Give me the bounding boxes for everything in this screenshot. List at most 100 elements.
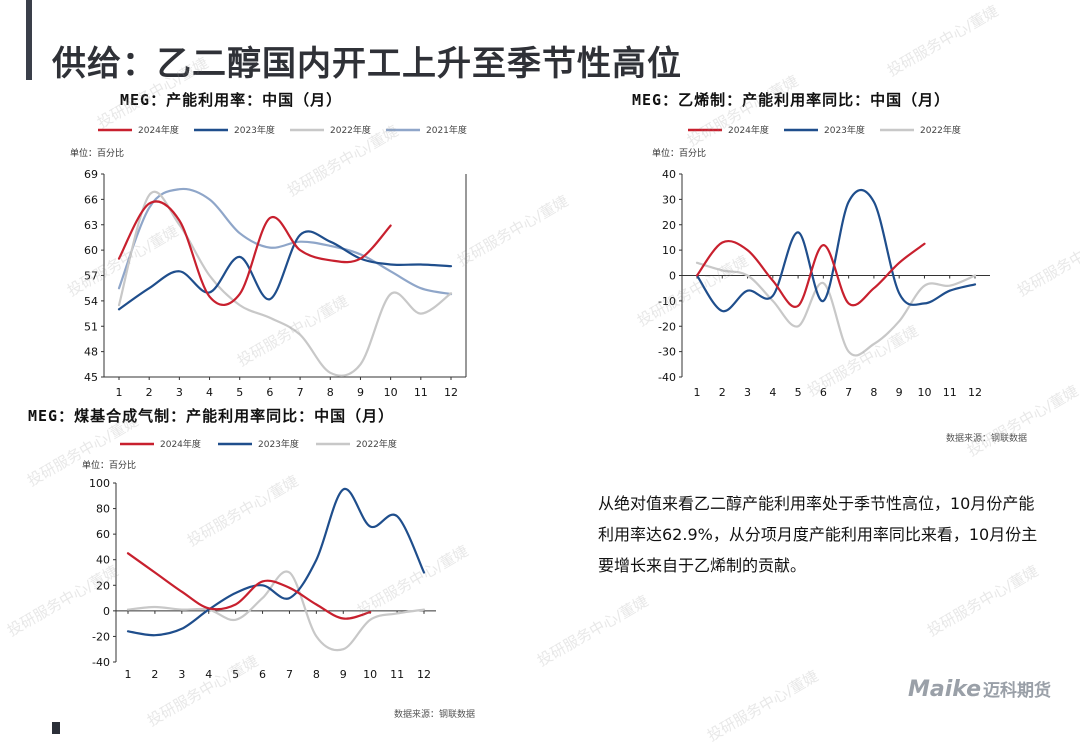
y-tick-label: -30 bbox=[658, 346, 676, 359]
y-tick-label: 66 bbox=[84, 193, 98, 206]
footer-accent-mark bbox=[52, 722, 60, 734]
x-tick-label: 8 bbox=[870, 386, 877, 399]
x-tick-label: 12 bbox=[417, 668, 431, 681]
legend-label: 2024年度 bbox=[138, 124, 179, 136]
summary-text: 从绝对值来看乙二醇产能利用率处于季节性高位，10月份产能利用率达62.9%，从分… bbox=[598, 494, 1038, 575]
x-tick-label: 8 bbox=[327, 386, 334, 399]
x-tick-label: 10 bbox=[917, 386, 931, 399]
y-tick-label: 20 bbox=[96, 579, 110, 592]
series-line-2023年度 bbox=[117, 230, 453, 311]
logo-text-cn: 迈科期货 bbox=[983, 681, 1052, 701]
y-tick-label: 48 bbox=[84, 346, 98, 359]
y-tick-label: 60 bbox=[96, 528, 110, 541]
chart1-utilization: 2024年度 2023年度 2022年度 2021年度单位：百分比4548515457… bbox=[70, 124, 467, 399]
x-tick-label: 9 bbox=[896, 386, 903, 399]
company-logo: Maike 迈科期货 bbox=[908, 676, 1051, 702]
y-tick-label: -40 bbox=[92, 656, 110, 669]
x-tick-label: 7 bbox=[297, 386, 304, 399]
x-tick-label: 11 bbox=[390, 668, 404, 681]
x-tick-label: 4 bbox=[206, 386, 213, 399]
x-tick-label: 1 bbox=[116, 386, 123, 399]
x-tick-label: 5 bbox=[232, 668, 239, 681]
y-tick-label: 10 bbox=[662, 244, 676, 257]
y-tick-label: 57 bbox=[84, 270, 98, 283]
x-tick-label: 12 bbox=[968, 386, 982, 399]
legend: 2024年度 2023年度 2022年度 bbox=[688, 124, 961, 136]
series-line-2022年度 bbox=[126, 570, 426, 652]
x-tick-label: 1 bbox=[694, 386, 701, 399]
y-tick-label: 51 bbox=[84, 320, 98, 333]
x-tick-label: 6 bbox=[266, 386, 273, 399]
x-tick-label: 6 bbox=[820, 386, 827, 399]
legend: 2024年度 2023年度 2022年度 2021年度 bbox=[98, 124, 467, 136]
series-line-2024年度 bbox=[117, 200, 392, 306]
x-tick-label: 3 bbox=[176, 386, 183, 399]
y-tick-label: 100 bbox=[89, 477, 110, 490]
unit-label: 单位：百分比 bbox=[652, 147, 706, 159]
legend-label: 2023年度 bbox=[258, 438, 299, 450]
legend-label: 2021年度 bbox=[426, 124, 467, 136]
y-tick-label: 80 bbox=[96, 503, 110, 516]
x-tick-label: 4 bbox=[205, 668, 212, 681]
x-tick-label: 10 bbox=[384, 386, 398, 399]
x-tick-label: 11 bbox=[414, 386, 428, 399]
x-tick-label: 7 bbox=[845, 386, 852, 399]
y-tick-label: 40 bbox=[662, 168, 676, 181]
logo-text-en: Maike bbox=[908, 677, 982, 702]
x-tick-label: 1 bbox=[125, 668, 132, 681]
chart3-title: MEG：煤基合成气制：产能利用率同比：中国（月） bbox=[28, 407, 395, 425]
x-tick-label: 2 bbox=[151, 668, 158, 681]
x-tick-label: 2 bbox=[719, 386, 726, 399]
y-tick-label: 45 bbox=[84, 371, 98, 384]
title-accent-bar bbox=[26, 0, 32, 80]
legend-label: 2022年度 bbox=[920, 124, 961, 136]
y-tick-label: -20 bbox=[92, 630, 110, 643]
y-tick-label: 0 bbox=[669, 270, 676, 283]
y-tick-label: 40 bbox=[96, 554, 110, 567]
series-line-2021年度 bbox=[117, 187, 453, 296]
x-tick-label: 9 bbox=[357, 386, 364, 399]
legend-label: 2024年度 bbox=[728, 124, 769, 136]
legend: 2024年度 2023年度 2022年度 bbox=[120, 438, 397, 450]
x-tick-label: 8 bbox=[313, 668, 320, 681]
x-tick-label: 9 bbox=[340, 668, 347, 681]
x-tick-label: 6 bbox=[259, 668, 266, 681]
chart2-source: 数据来源：钢联数据 bbox=[946, 434, 1028, 444]
unit-label: 单位：百分比 bbox=[82, 459, 136, 471]
watermark: 投研服务中心/董婕 bbox=[1014, 221, 1080, 300]
legend-label: 2024年度 bbox=[160, 438, 201, 450]
x-tick-label: 5 bbox=[236, 386, 243, 399]
x-tick-label: 2 bbox=[146, 386, 153, 399]
legend-label: 2023年度 bbox=[824, 124, 865, 136]
chart3-source: 数据来源：钢联数据 bbox=[394, 710, 476, 720]
x-tick-label: 3 bbox=[744, 386, 751, 399]
watermark: 投研服务中心/董婕 bbox=[884, 1, 1002, 80]
chart2-title: MEG：乙烯制：产能利用率同比：中国（月） bbox=[632, 91, 951, 109]
legend-label: 2023年度 bbox=[234, 124, 275, 136]
x-tick-label: 7 bbox=[286, 668, 293, 681]
y-tick-label: 54 bbox=[84, 295, 98, 308]
y-tick-label: 63 bbox=[84, 219, 98, 232]
y-tick-label: 30 bbox=[662, 193, 676, 206]
x-tick-label: 4 bbox=[769, 386, 776, 399]
page-title: 供给：乙二醇国内开工上升至季节性高位 bbox=[52, 44, 682, 84]
series-line-2022年度 bbox=[695, 261, 977, 357]
x-tick-label: 5 bbox=[795, 386, 802, 399]
x-tick-label: 3 bbox=[178, 668, 185, 681]
unit-label: 单位：百分比 bbox=[70, 147, 124, 159]
series-line-2023年度 bbox=[126, 488, 426, 637]
x-tick-label: 11 bbox=[943, 386, 957, 399]
series-line-2024年度 bbox=[126, 552, 372, 620]
y-tick-label: -20 bbox=[658, 320, 676, 333]
series-line-2022年度 bbox=[117, 190, 453, 377]
y-tick-label: 0 bbox=[103, 605, 110, 618]
series-line-2023年度 bbox=[695, 188, 977, 313]
x-tick-label: 12 bbox=[444, 386, 458, 399]
legend-label: 2022年度 bbox=[356, 438, 397, 450]
y-tick-label: -40 bbox=[658, 371, 676, 384]
legend-label: 2022年度 bbox=[330, 124, 371, 136]
y-tick-label: 20 bbox=[662, 219, 676, 232]
y-tick-label: -10 bbox=[658, 295, 676, 308]
